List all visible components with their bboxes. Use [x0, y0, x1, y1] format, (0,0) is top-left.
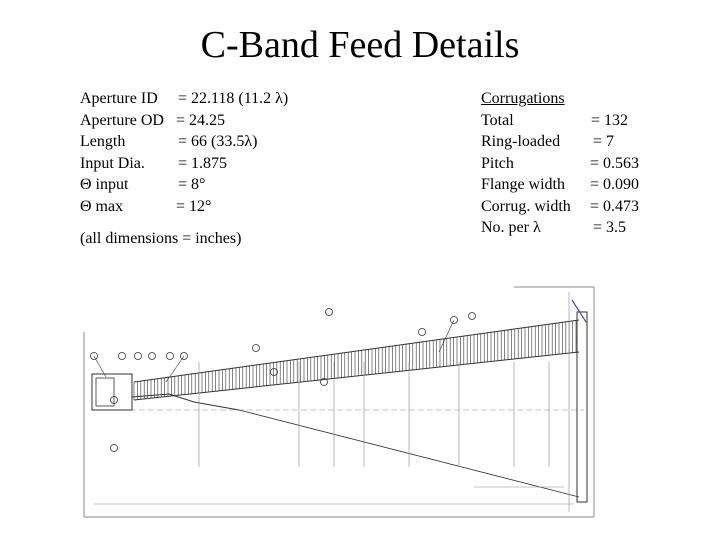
aperture-flange: [576, 311, 588, 503]
callout-leader: [165, 355, 185, 383]
callout-balloon: [110, 396, 118, 404]
slide-title: C-Band Feed Details: [200, 24, 520, 66]
horn-outer-wall: [133, 319, 580, 383]
spec-value: = 3.5: [593, 219, 627, 236]
feed-horn-drawing: [83, 286, 595, 518]
callout-balloon: [166, 352, 174, 360]
callout-balloon: [148, 352, 156, 360]
horn-profile: [83, 286, 595, 518]
callout-balloon: [90, 352, 98, 360]
spec-label: Pitch: [481, 154, 514, 172]
spec-value: = 12°: [176, 197, 212, 215]
spec-value: = 66 (33.5λ): [178, 133, 258, 150]
callout-balloon: [418, 328, 426, 336]
spec-value: = 0.473: [590, 197, 640, 215]
callout-balloon: [134, 352, 142, 360]
spec-value: = 22.118 (11.2 λ): [178, 90, 289, 107]
callout-balloon: [118, 352, 126, 360]
section-heading: Corrugations: [481, 90, 565, 107]
spec-label: Aperture ID: [80, 90, 158, 107]
spec-value: = 8°: [178, 176, 206, 193]
callout-balloon: [270, 368, 278, 376]
callout-balloon: [252, 344, 260, 352]
spec-value: = 0.563: [590, 154, 640, 172]
spec-value: = 7: [593, 133, 615, 150]
throat-inner: [95, 377, 115, 407]
callout-balloon: [325, 308, 333, 316]
callout-balloon: [110, 444, 118, 452]
callout-balloon: [320, 378, 328, 386]
spec-label: Corrug. width: [481, 197, 571, 215]
spec-value: = 132: [591, 111, 629, 129]
throat-block: [91, 373, 133, 411]
units-note: (all dimensions = inches): [80, 230, 242, 247]
spec-label: Θ max: [80, 197, 124, 215]
throat-taper: [131, 393, 240, 411]
spec-value: = 1.875: [178, 154, 228, 172]
callout-balloon: [450, 316, 458, 324]
spec-label: Aperture OD: [80, 111, 164, 129]
spec-value: = 24.25: [176, 111, 226, 129]
spec-label: Total: [481, 111, 514, 129]
spec-label: No. per λ: [481, 219, 541, 236]
spec-label: Input Dia.: [80, 154, 145, 172]
callout-leader: [438, 319, 455, 353]
callout-leader: [93, 355, 107, 378]
spec-label: Length: [80, 133, 126, 150]
arrow-callout: [571, 299, 587, 323]
callout-balloon: [468, 312, 476, 320]
callout-balloon: [180, 352, 188, 360]
spec-label: Flange width: [481, 176, 565, 193]
horn-inner-wall: [133, 351, 580, 401]
spec-value: = 0.090: [590, 176, 640, 193]
spec-label: Θ input: [80, 176, 129, 193]
spec-label: Ring-loaded: [481, 133, 561, 150]
